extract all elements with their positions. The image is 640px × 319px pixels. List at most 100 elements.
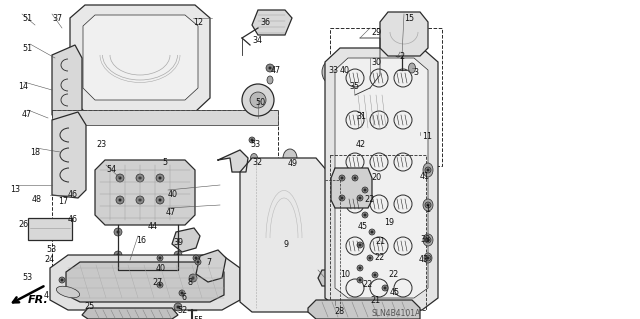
Circle shape [118, 176, 122, 180]
Polygon shape [50, 255, 240, 310]
Circle shape [116, 174, 124, 182]
Text: 24: 24 [44, 255, 54, 264]
Circle shape [369, 256, 371, 259]
Ellipse shape [250, 153, 257, 162]
Circle shape [159, 284, 161, 286]
Circle shape [196, 261, 200, 263]
Circle shape [180, 292, 184, 294]
Polygon shape [95, 160, 195, 225]
Text: 13: 13 [10, 185, 20, 194]
Circle shape [362, 187, 368, 193]
Text: 1: 1 [425, 205, 430, 214]
Text: 53: 53 [250, 140, 260, 149]
Text: 51: 51 [22, 14, 32, 23]
Circle shape [195, 259, 201, 265]
Circle shape [250, 138, 253, 142]
Polygon shape [345, 88, 392, 132]
Circle shape [345, 55, 351, 61]
Circle shape [352, 175, 358, 181]
Text: 43: 43 [419, 255, 429, 264]
Circle shape [116, 254, 120, 256]
Circle shape [193, 255, 199, 261]
Circle shape [425, 167, 431, 173]
Circle shape [116, 196, 124, 204]
Text: 4: 4 [44, 291, 49, 300]
Polygon shape [70, 5, 210, 112]
Text: 25: 25 [84, 302, 94, 311]
Text: 51: 51 [22, 44, 32, 53]
Ellipse shape [408, 63, 415, 73]
Text: 20: 20 [371, 173, 381, 182]
Polygon shape [335, 58, 428, 298]
Circle shape [266, 64, 274, 72]
Text: 10: 10 [340, 270, 350, 279]
Circle shape [364, 189, 367, 191]
Circle shape [159, 269, 161, 271]
Text: 29: 29 [371, 28, 381, 37]
Text: 22: 22 [362, 280, 372, 289]
Circle shape [156, 266, 164, 274]
Text: 40: 40 [156, 264, 166, 273]
Text: 22: 22 [374, 253, 384, 262]
Circle shape [362, 212, 368, 218]
Text: 44: 44 [148, 222, 158, 231]
Ellipse shape [283, 149, 297, 167]
Text: 27: 27 [152, 278, 163, 287]
Circle shape [195, 256, 198, 259]
Circle shape [383, 286, 387, 290]
Text: 3: 3 [413, 68, 418, 77]
Circle shape [357, 242, 363, 248]
Text: 28: 28 [334, 307, 344, 316]
Circle shape [351, 141, 359, 149]
Text: 31: 31 [356, 112, 366, 121]
Text: 46: 46 [68, 190, 78, 199]
Ellipse shape [423, 234, 433, 246]
Text: 2: 2 [399, 52, 404, 61]
Polygon shape [380, 12, 428, 56]
Text: 48: 48 [32, 195, 42, 204]
Circle shape [358, 197, 362, 199]
Polygon shape [28, 218, 72, 240]
Circle shape [353, 144, 356, 146]
Polygon shape [318, 270, 344, 286]
Circle shape [59, 277, 65, 283]
Circle shape [269, 66, 271, 70]
Circle shape [159, 256, 161, 259]
Circle shape [177, 306, 179, 308]
Circle shape [358, 266, 362, 270]
Text: 40: 40 [340, 66, 350, 75]
Circle shape [340, 176, 344, 180]
Circle shape [328, 64, 336, 72]
Circle shape [174, 303, 182, 311]
Circle shape [357, 195, 363, 201]
Circle shape [369, 229, 375, 235]
Polygon shape [240, 158, 328, 312]
Circle shape [339, 65, 345, 71]
Polygon shape [66, 262, 224, 302]
Circle shape [156, 174, 164, 182]
Polygon shape [52, 45, 82, 120]
Text: 37: 37 [52, 14, 62, 23]
Text: FR.: FR. [28, 295, 49, 305]
Text: 21: 21 [370, 296, 380, 305]
Text: 16: 16 [136, 236, 146, 245]
Ellipse shape [394, 47, 401, 57]
Circle shape [339, 195, 345, 201]
Polygon shape [172, 228, 200, 252]
Text: 36: 36 [260, 18, 270, 27]
Bar [52, 110, 278, 300]
FancyBboxPatch shape [326, 266, 348, 286]
Text: 18: 18 [30, 148, 40, 157]
Text: 52: 52 [177, 306, 188, 315]
Text: 9: 9 [283, 240, 288, 249]
Circle shape [138, 176, 141, 180]
Circle shape [340, 197, 344, 199]
Text: 39: 39 [173, 238, 183, 247]
Text: 35: 35 [349, 82, 359, 91]
Polygon shape [52, 110, 278, 125]
Text: 19: 19 [384, 218, 394, 227]
Circle shape [179, 290, 185, 296]
Polygon shape [331, 168, 372, 208]
Circle shape [191, 277, 195, 279]
Circle shape [367, 255, 373, 261]
